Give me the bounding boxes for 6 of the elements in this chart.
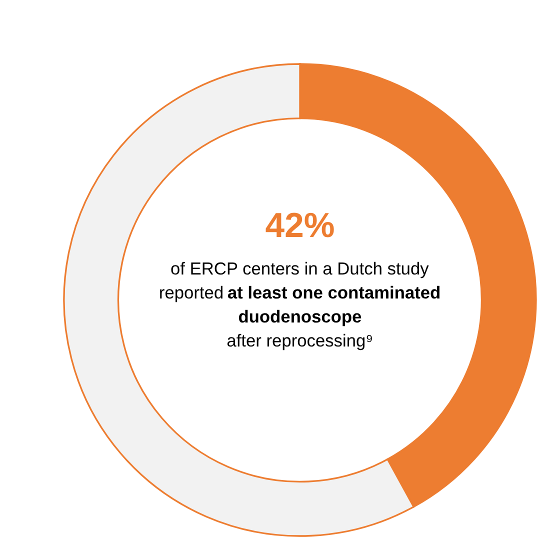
- text: at least one contaminated: [228, 286, 440, 299]
- text: after reprocessing⁹: [227, 334, 372, 350]
- text: reported: [160, 286, 222, 302]
- text: duodenoscope: [238, 310, 362, 326]
- data-label: 42%: [266, 212, 334, 238]
- text: of ERCP centers in a Dutch study: [171, 262, 429, 278]
